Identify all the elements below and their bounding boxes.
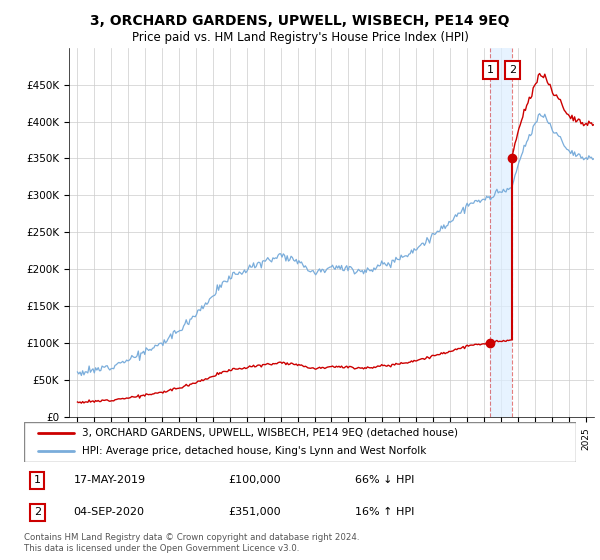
Text: 66% ↓ HPI: 66% ↓ HPI	[355, 475, 415, 486]
Text: 3, ORCHARD GARDENS, UPWELL, WISBECH, PE14 9EQ (detached house): 3, ORCHARD GARDENS, UPWELL, WISBECH, PE1…	[82, 428, 458, 437]
Text: 2: 2	[34, 507, 41, 517]
Text: 2: 2	[509, 65, 516, 75]
Text: 04-SEP-2020: 04-SEP-2020	[74, 507, 145, 517]
Text: 1: 1	[487, 65, 494, 75]
Text: 17-MAY-2019: 17-MAY-2019	[74, 475, 146, 486]
Text: 16% ↑ HPI: 16% ↑ HPI	[355, 507, 415, 517]
Text: £351,000: £351,000	[228, 507, 281, 517]
Text: 3, ORCHARD GARDENS, UPWELL, WISBECH, PE14 9EQ: 3, ORCHARD GARDENS, UPWELL, WISBECH, PE1…	[90, 14, 510, 28]
Bar	[490, 48, 512, 417]
Text: HPI: Average price, detached house, King's Lynn and West Norfolk: HPI: Average price, detached house, King…	[82, 446, 427, 456]
Text: Price paid vs. HM Land Registry's House Price Index (HPI): Price paid vs. HM Land Registry's House …	[131, 31, 469, 44]
Text: Contains HM Land Registry data © Crown copyright and database right 2024.
This d: Contains HM Land Registry data © Crown c…	[24, 533, 359, 553]
Text: £100,000: £100,000	[228, 475, 281, 486]
FancyBboxPatch shape	[24, 422, 576, 462]
Text: 1: 1	[34, 475, 41, 486]
